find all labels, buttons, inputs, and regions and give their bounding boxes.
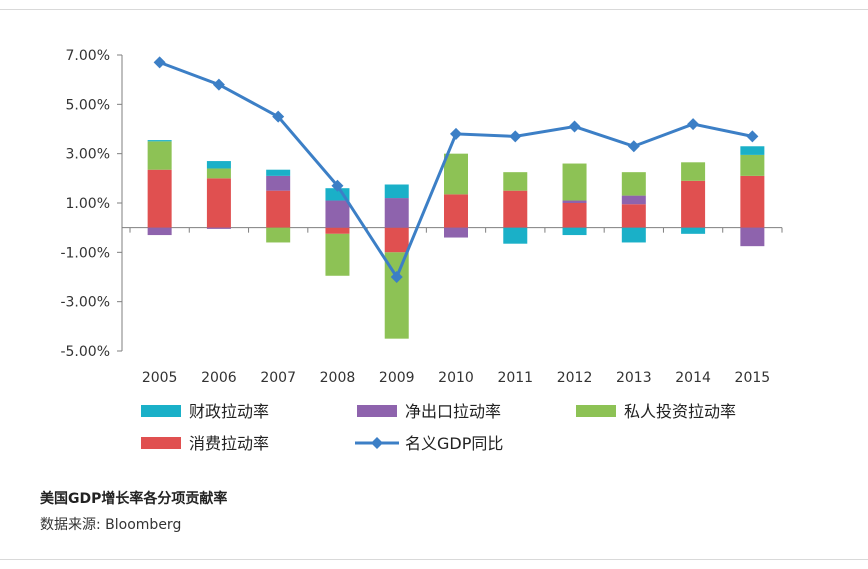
bar-government: [503, 227, 528, 244]
x-tick-label: 2007: [260, 370, 296, 386]
chart-caption-source: 数据来源: Bloomberg: [40, 517, 182, 533]
bar-consumption: [147, 169, 172, 228]
legend-label-government: 财政拉动率: [189, 402, 269, 421]
x-tick-label: 2006: [201, 370, 237, 386]
bottom-divider: [0, 559, 868, 560]
bar-private_investment: [621, 172, 646, 196]
point-nominal_gdp: [212, 78, 225, 91]
bar-private_investment: [266, 227, 291, 243]
bar-private_investment: [444, 153, 468, 195]
bar-net_exports: [444, 227, 468, 238]
bar-net_exports: [147, 227, 172, 236]
legend-label-nominal_gdp: 名义GDP同比: [405, 434, 503, 453]
bar-government: [740, 146, 765, 155]
point-nominal_gdp: [390, 271, 403, 283]
bar-net_exports: [266, 175, 291, 191]
legend-marker-nominal_gdp: [371, 437, 383, 449]
legend-label-consumption: 消费拉动率: [189, 434, 269, 453]
x-tick-label: 2012: [557, 370, 593, 386]
point-nominal_gdp: [627, 140, 640, 153]
y-tick-label: -5.00%: [60, 344, 110, 360]
bar-consumption: [266, 190, 291, 228]
bar-government: [266, 169, 291, 176]
y-tick-label: 1.00%: [66, 196, 110, 212]
top-divider: [0, 9, 868, 10]
bar-net_exports: [325, 200, 350, 228]
y-tick-label: 7.00%: [66, 48, 110, 64]
bar-net_exports: [621, 195, 646, 205]
y-tick-label: 3.00%: [66, 147, 110, 163]
x-tick-label: 2009: [379, 370, 415, 386]
x-axis: 2005 2006 2007 2008 2009 2010 2011 2012 2013 2014…: [122, 227, 783, 386]
bar-government: [206, 161, 231, 169]
bar-private_investment: [325, 233, 350, 276]
legend-label-private_investment: 私人投资拉动率: [624, 402, 736, 421]
point-nominal_gdp: [687, 118, 700, 131]
chart-caption-title: 美国GDP增长率各分项贡献率: [40, 491, 228, 507]
bar-government: [147, 140, 172, 142]
y-tick-label: -1.00%: [60, 245, 110, 261]
point-nominal_gdp: [509, 130, 522, 143]
bar-net_exports: [384, 198, 409, 228]
gdp-line: [153, 56, 759, 283]
point-nominal_gdp: [568, 120, 581, 133]
x-tick-label: 2005: [142, 370, 178, 386]
bar-government: [621, 227, 646, 243]
x-tick-label: 2014: [675, 370, 711, 386]
y-axis: 7.00% 5.00% 3.00% 1.00% -1.00% -3.00% -5.00%: [60, 48, 123, 360]
legend-swatch-government: [141, 405, 181, 417]
stacked-bar-line-chart: 7.00% 5.00% 3.00% 1.00% -1.00% -3.00% -5.00% 2…: [60, 48, 783, 453]
bar-private_investment: [681, 162, 706, 181]
bar-private_investment: [503, 172, 528, 191]
bars: [147, 140, 765, 339]
bar-net_exports: [740, 227, 765, 247]
x-tick-label: 2015: [735, 370, 771, 386]
bar-consumption: [206, 178, 231, 228]
point-nominal_gdp: [331, 179, 344, 192]
legend-swatch-private_investment: [576, 405, 616, 417]
x-tick-label: 2011: [497, 370, 533, 386]
bar-net_exports: [562, 200, 587, 203]
bar-consumption: [503, 190, 528, 228]
point-nominal_gdp: [450, 127, 462, 140]
bar-government: [562, 227, 587, 236]
bar-government: [681, 227, 706, 234]
x-tick-label: 2008: [320, 370, 356, 386]
bar-private_investment: [740, 154, 765, 176]
y-tick-label: 5.00%: [66, 97, 110, 113]
y-tick-label: -3.00%: [60, 295, 110, 311]
bar-private_investment: [562, 163, 587, 201]
point-nominal_gdp: [746, 130, 759, 143]
bar-government: [384, 184, 409, 199]
bar-private_investment: [206, 168, 231, 179]
bar-consumption: [444, 194, 468, 228]
legend-swatch-consumption: [141, 437, 181, 449]
bar-consumption: [384, 227, 409, 253]
x-tick-label: 2010: [438, 370, 474, 386]
bar-net_exports: [206, 227, 231, 229]
bar-consumption: [325, 227, 350, 234]
bar-private_investment: [147, 141, 172, 170]
bar-consumption: [621, 204, 646, 228]
bar-consumption: [681, 180, 706, 228]
bar-consumption: [562, 203, 587, 228]
legend-label-net_exports: 净出口拉动率: [405, 402, 501, 421]
point-nominal_gdp: [153, 56, 166, 69]
legend-swatch-net_exports: [357, 405, 397, 417]
point-nominal_gdp: [272, 110, 285, 123]
x-tick-label: 2013: [616, 370, 652, 386]
bar-consumption: [740, 175, 765, 228]
